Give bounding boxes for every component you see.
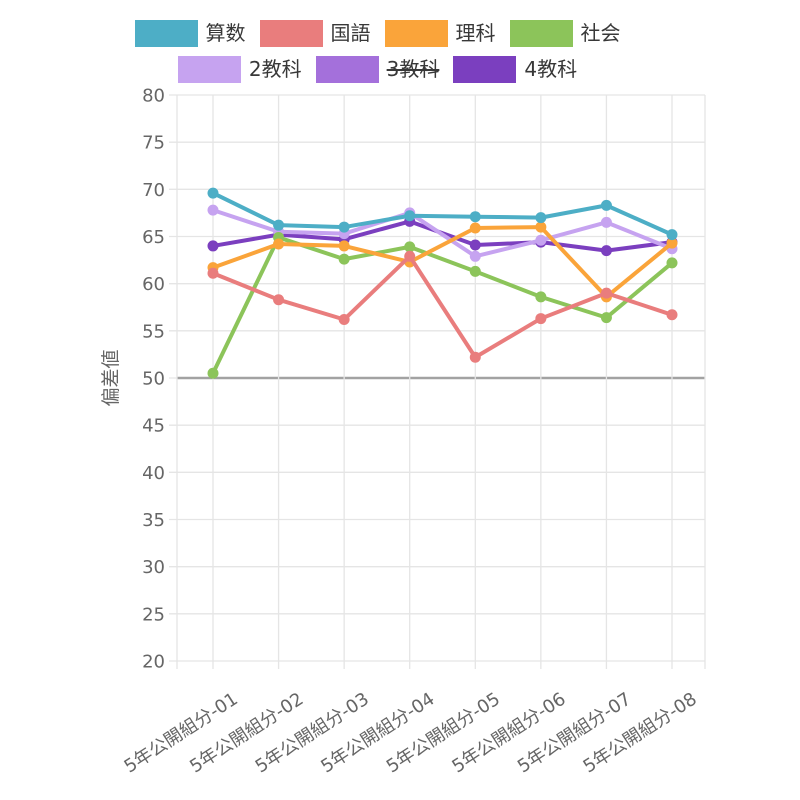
y-tick-label-35: 35 xyxy=(142,510,165,531)
data-point-kokugo-3[interactable] xyxy=(338,314,350,326)
x-tick-label-3: 5年公開組分-03 xyxy=(252,689,373,778)
legend-item-shakai[interactable]: 社会 xyxy=(509,20,621,47)
y-tick-label-30: 30 xyxy=(142,557,165,578)
legend-item-rika[interactable]: 理科 xyxy=(384,20,496,47)
legend-swatch-sansuu xyxy=(134,20,198,47)
grid-layer xyxy=(169,94,706,669)
data-point-rika-6[interactable] xyxy=(535,221,547,233)
legend-label-2kyouka: 2教科 xyxy=(248,57,302,81)
data-point-2kyouka-7[interactable] xyxy=(600,216,612,228)
y-tick-label-20: 20 xyxy=(142,652,165,673)
legend-swatch-2kyouka xyxy=(177,56,241,83)
series-shakai xyxy=(207,231,678,379)
data-point-2kyouka-6[interactable] xyxy=(535,234,547,246)
y-tick-label-80: 80 xyxy=(142,86,165,107)
data-point-4kyouka-5[interactable] xyxy=(469,239,481,251)
data-point-sansuu-6[interactable] xyxy=(535,212,547,224)
data-point-kokugo-5[interactable] xyxy=(469,351,481,363)
data-point-rika-5[interactable] xyxy=(469,222,481,234)
data-point-sansuu-5[interactable] xyxy=(469,211,481,223)
chart-legend: 算数 国語 理科 社会 2教科 3教科 4教科 xyxy=(0,20,800,92)
series-line-2kyouka xyxy=(211,208,674,259)
legend-item-sansuu[interactable]: 算数 xyxy=(134,20,246,47)
data-point-kokugo-7[interactable] xyxy=(600,287,612,299)
legend-item-4kyouka[interactable]: 4教科 xyxy=(453,56,577,83)
series-2kyouka xyxy=(207,204,678,262)
x-tick-label-5: 5年公開組分-05 xyxy=(383,689,504,778)
data-point-kokugo-1[interactable] xyxy=(207,267,219,279)
data-point-sansuu-7[interactable] xyxy=(600,199,612,211)
data-point-kokugo-6[interactable] xyxy=(535,313,547,325)
legend-swatch-rika xyxy=(384,20,448,47)
data-point-2kyouka-5[interactable] xyxy=(469,250,481,262)
y-tick-label-65: 65 xyxy=(142,227,165,248)
series-layer xyxy=(207,187,678,379)
x-tick-label-7: 5年公開組分-07 xyxy=(514,689,635,778)
data-point-sansuu-1[interactable] xyxy=(207,187,219,199)
x-tick-label-8: 5年公開組分-08 xyxy=(580,689,701,778)
data-point-kokugo-2[interactable] xyxy=(273,294,285,306)
y-tick-label-60: 60 xyxy=(142,274,165,295)
x-tick-label-6: 5年公開組分-06 xyxy=(448,689,569,778)
legend-label-3kyouka: 3教科 xyxy=(386,57,440,81)
y-tick-label-70: 70 xyxy=(142,180,165,201)
series-line-rika xyxy=(211,225,674,299)
y-tick-label-25: 25 xyxy=(142,604,165,625)
data-point-shakai-5[interactable] xyxy=(469,265,481,277)
data-point-sansuu-2[interactable] xyxy=(273,219,285,231)
data-point-sansuu-8[interactable] xyxy=(666,229,678,241)
legend-swatch-kokugo xyxy=(259,20,323,47)
y-tick-label-45: 45 xyxy=(142,416,165,437)
data-point-sansuu-4[interactable] xyxy=(404,210,416,222)
legend-label-shakai: 社会 xyxy=(580,21,621,45)
series-line-shakai xyxy=(211,235,674,376)
y-tick-label-55: 55 xyxy=(142,321,165,342)
data-point-sansuu-3[interactable] xyxy=(338,221,350,233)
data-point-shakai-7[interactable] xyxy=(600,312,612,324)
y-tick-label-50: 50 xyxy=(142,369,165,390)
data-point-4kyouka-1[interactable] xyxy=(207,240,219,252)
legend-label-sansuu: 算数 xyxy=(205,21,246,45)
series-sansuu xyxy=(207,187,678,241)
legend-item-3kyouka[interactable]: 3教科 xyxy=(315,56,440,83)
data-point-shakai-8[interactable] xyxy=(666,257,678,269)
data-point-rika-2[interactable] xyxy=(273,238,285,250)
legend-item-2kyouka[interactable]: 2教科 xyxy=(177,56,302,83)
data-point-rika-8[interactable] xyxy=(666,237,678,249)
y-tick-label-75: 75 xyxy=(142,133,165,154)
data-point-shakai-3[interactable] xyxy=(338,253,350,265)
x-tick-label-2: 5年公開組分-02 xyxy=(186,689,307,778)
series-line-sansuu xyxy=(211,191,674,237)
legend-row-1: 算数 国語 理科 社会 xyxy=(0,20,755,47)
legend-label-kokugo: 国語 xyxy=(330,21,371,45)
series-line-kokugo xyxy=(211,254,674,360)
data-point-shakai-1[interactable] xyxy=(207,367,219,379)
data-point-rika-3[interactable] xyxy=(338,240,350,252)
x-tick-label-4: 5年公開組分-04 xyxy=(317,689,438,778)
legend-swatch-4kyouka xyxy=(453,56,517,83)
legend-swatch-3kyouka xyxy=(315,56,379,83)
data-point-kokugo-4[interactable] xyxy=(404,250,416,262)
legend-label-rika: 理科 xyxy=(455,21,496,45)
legend-swatch-shakai xyxy=(509,20,573,47)
legend-item-kokugo[interactable]: 国語 xyxy=(259,20,371,47)
data-point-shakai-6[interactable] xyxy=(535,291,547,303)
series-kokugo xyxy=(207,250,678,363)
x-tick-label-1: 5年公開組分-01 xyxy=(121,689,242,778)
series-rika xyxy=(207,221,678,303)
legend-row-2: 2教科 3教科 4教科 xyxy=(0,56,755,83)
legend-label-4kyouka: 4教科 xyxy=(524,57,578,81)
y-tick-label-40: 40 xyxy=(142,463,165,484)
y-axis-title: 偏差値 xyxy=(100,349,122,406)
data-point-4kyouka-7[interactable] xyxy=(600,245,612,257)
data-point-2kyouka-1[interactable] xyxy=(207,204,219,216)
data-point-shakai-4[interactable] xyxy=(404,241,416,253)
data-point-kokugo-8[interactable] xyxy=(666,309,678,321)
